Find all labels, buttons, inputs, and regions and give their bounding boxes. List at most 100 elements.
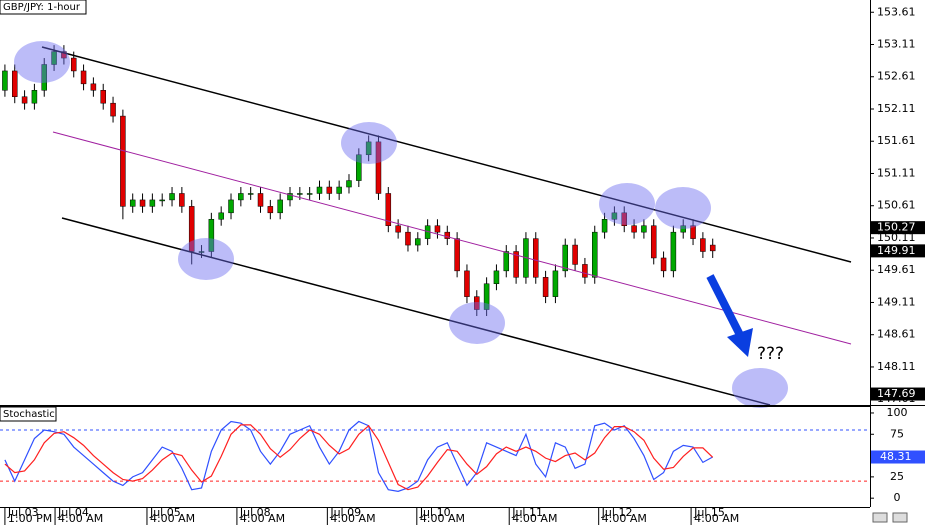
x-tick-label: Jul 09 (329, 506, 361, 519)
y-tick-label: 149.61 (877, 263, 916, 276)
title-box (0, 0, 87, 15)
candle-body (513, 251, 519, 278)
x-tick-time: 4:00 AM (602, 512, 647, 525)
candle-body (100, 90, 106, 104)
price-marker-label: 147.69 (877, 387, 916, 400)
candle-body (621, 212, 627, 226)
annotation: ??? (757, 344, 784, 364)
candle-body (139, 199, 146, 207)
drawings: ??? (14, 41, 852, 408)
candle-body (562, 244, 569, 272)
arrow-shaft (706, 274, 744, 337)
x-tick-time: 4:00 AM (694, 512, 739, 525)
candle-body (591, 231, 598, 278)
candle-body (454, 238, 460, 272)
y-tick-label: 25 (890, 470, 904, 483)
candle-body (375, 141, 382, 194)
y-tick-label: 0 (894, 491, 901, 504)
indicator-marker (871, 450, 925, 464)
candle-body (277, 199, 283, 214)
candle-body (601, 219, 608, 233)
y-tick-label: 153.61 (877, 5, 916, 18)
candle-body (641, 225, 647, 233)
candle-body (680, 225, 686, 233)
scroll-button[interactable] (872, 512, 888, 523)
candle-body (41, 64, 47, 91)
x-tick-time: 4:00 AM (330, 512, 375, 525)
candle-body (700, 238, 706, 252)
candle-body (51, 51, 57, 65)
candle-body (582, 264, 588, 278)
candle-body (670, 231, 677, 272)
candle-body (70, 57, 77, 72)
candle-body (395, 225, 401, 233)
y-tick-label: 75 (890, 427, 904, 440)
candle-body (660, 257, 667, 272)
price-marker (871, 221, 925, 235)
plot-area (0, 45, 870, 492)
candle-body (434, 225, 441, 233)
candle-body (228, 199, 234, 214)
candle-body (552, 270, 559, 297)
indicator-marker-label: 48.31 (880, 450, 912, 463)
highlight (599, 183, 655, 225)
scroll-buttons[interactable] (872, 512, 908, 523)
price-marker-label: 149.91 (877, 244, 916, 257)
candle-body (611, 212, 618, 220)
x-tick-label: Jul 11 (511, 506, 543, 519)
x-tick-label: Jul 04 (57, 506, 89, 519)
highlight (655, 187, 711, 229)
y-tick-label: 150.11 (877, 231, 916, 244)
candle-body (208, 219, 215, 252)
candle-body (31, 90, 38, 104)
candle-body (631, 225, 637, 233)
x-tick-label: Jul 10 (419, 506, 451, 519)
candle-body (90, 83, 97, 91)
y-tick-label: 149.11 (877, 295, 916, 308)
price-marker (871, 244, 925, 258)
x-tick-label: Jul 15 (693, 506, 725, 519)
y-tick-label: 150.61 (877, 199, 916, 212)
x-tick-label: Jul 12 (601, 506, 633, 519)
x-tick-time: 4:00 AM (58, 512, 103, 525)
candle-body (129, 199, 136, 207)
candle-body (11, 70, 18, 97)
x-tick-label: Jul 05 (149, 506, 181, 519)
y-tick-label: 151.11 (877, 166, 916, 179)
candle-body (533, 238, 539, 278)
candle-body (80, 70, 87, 85)
y-tick-label: 148.61 (877, 328, 916, 341)
x-tick-time: 4:00 AM (420, 512, 465, 525)
candle-body (61, 51, 67, 59)
candle-body (503, 251, 510, 272)
y-tick-label: 100 (887, 406, 908, 419)
candle-body (287, 193, 293, 201)
candle-body (198, 251, 205, 253)
indicator-line (4, 424, 714, 491)
candle-body (365, 141, 372, 156)
candle-body (474, 296, 480, 310)
x-tick-time: 4:00 AM (512, 512, 557, 525)
price-marker (871, 387, 925, 401)
highlight (14, 41, 70, 83)
candle-body (316, 186, 323, 194)
highlight (178, 238, 234, 280)
scroll-button[interactable] (892, 512, 908, 523)
candle-body (267, 206, 274, 214)
axes (0, 0, 925, 508)
highlights (14, 41, 788, 408)
candle-body (493, 270, 500, 285)
y-tick-label: 153.11 (877, 37, 916, 50)
y-tick-label: 151.61 (877, 134, 916, 147)
candle-body (650, 225, 657, 259)
candle-body (218, 212, 224, 220)
candle-body (709, 244, 716, 252)
x-tick-time: 4:00 AM (240, 512, 285, 525)
candle-body (690, 225, 696, 239)
indicator-box (0, 406, 57, 422)
candle-body (346, 180, 352, 188)
candle-body (257, 193, 264, 207)
candle-body (572, 244, 578, 265)
